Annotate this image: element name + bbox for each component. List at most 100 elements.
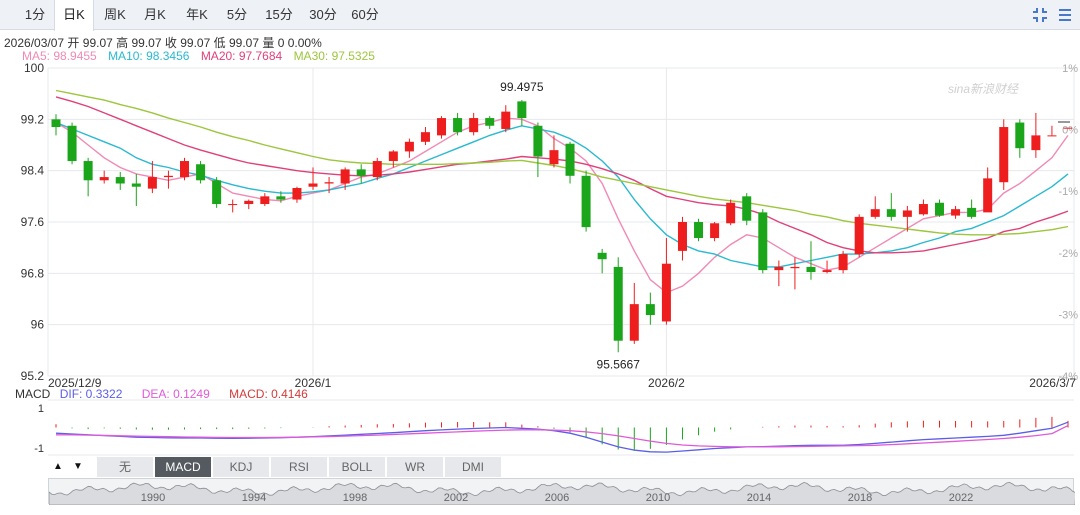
time-navigator[interactable]: 1990 1994 1998 2002 2006 2010 2014 2018 2022 [48, 478, 1075, 505]
navigator-history-area [49, 481, 1075, 505]
info-open-value: 99.07 [82, 36, 113, 50]
y-tick-label: 99.2 [21, 112, 45, 126]
info-low-value: 99.07 [228, 36, 259, 50]
tab-monthly-k[interactable]: 月K [144, 7, 166, 22]
navigator-year-label: 1998 [343, 492, 367, 504]
candle-body [677, 222, 687, 251]
y-tick-label: 95.2 [21, 369, 45, 383]
candle-body [774, 266, 784, 271]
pct-tick-label: -3% [1058, 309, 1078, 321]
candle-body [934, 202, 944, 216]
candle-body [99, 177, 109, 181]
candle-body [228, 204, 238, 206]
navigator-year-label: 1994 [242, 492, 266, 504]
pct-tick-label: -1% [1058, 186, 1078, 198]
macd-title: MACD [15, 387, 51, 401]
ma10-line [55, 121, 1069, 268]
navigator-year-label: 2002 [444, 492, 468, 504]
candle-body [533, 125, 543, 157]
info-change: 0.00% [287, 36, 322, 50]
navigator-year-label: 2018 [848, 492, 872, 504]
x-tick-label: 2026/1 [295, 376, 332, 388]
candle-body [51, 119, 61, 128]
macd-chart[interactable]: 1 -1 [0, 398, 1080, 456]
scroll-down-arrow-icon[interactable]: ▼ [73, 461, 83, 472]
expand-icon[interactable] [1030, 5, 1050, 25]
candle-body [597, 252, 607, 260]
candle-body [260, 196, 270, 205]
candle-body [918, 204, 928, 215]
candle-body [340, 169, 350, 184]
period-tab-bar: 1分 日K 周K 月K 年K 5分 15分 30分 60分 [0, 0, 1080, 31]
candle-body [115, 177, 125, 184]
y-tick-label: 96 [31, 318, 45, 332]
candle-body [822, 270, 832, 273]
y-tick-label: 97.6 [21, 215, 45, 229]
tab-weekly-k[interactable]: 周K [104, 7, 126, 22]
navigator-year-label: 1990 [141, 492, 165, 504]
candle-body [967, 207, 977, 217]
candlestick-chart[interactable]: 100 99.2 98.4 97.6 96.8 96 95.2 1% 0% -1% -2% -3% -4… [0, 60, 1080, 388]
tab-15min[interactable]: 15分 [265, 7, 293, 22]
tab-daily-k[interactable]: 日K [54, 0, 94, 31]
candle-body [356, 169, 366, 176]
candle-body [437, 118, 447, 136]
tab-5min[interactable]: 5分 [226, 7, 248, 22]
ma5-line [55, 117, 1069, 294]
candle-body [163, 175, 173, 178]
candle-body [388, 151, 398, 162]
pct-tick-label: 1% [1062, 63, 1078, 75]
candle-body [324, 182, 334, 184]
indicator-tab-wr[interactable]: WR [387, 457, 444, 477]
candle-body [292, 187, 302, 200]
tab-yearly-k[interactable]: 年K [186, 7, 208, 22]
candle-body [999, 127, 1009, 183]
y-tick-label: 100 [24, 61, 44, 75]
info-volume-value: 0 [277, 36, 285, 50]
pct-tick-label: 0% [1062, 125, 1078, 137]
info-open-label: 开 [67, 36, 80, 50]
candle-body [244, 200, 254, 205]
tab-60min[interactable]: 60分 [351, 7, 379, 22]
candle-body [790, 266, 800, 269]
ma30-line [55, 89, 1069, 236]
candle-body [902, 210, 912, 217]
scroll-up-arrow-icon[interactable]: ▲ [53, 461, 63, 472]
indicator-tab-kdj[interactable]: KDJ [213, 457, 270, 477]
ma20-line [55, 96, 1069, 254]
candle-body [838, 254, 848, 271]
indicator-tab-macd[interactable]: MACD [155, 457, 212, 477]
indicator-tab-boll[interactable]: BOLL [329, 457, 386, 477]
tab-30min[interactable]: 30分 [309, 7, 337, 22]
indicator-tab-dmi[interactable]: DMI [445, 457, 502, 477]
navigator-year-label: 2010 [646, 492, 670, 504]
candle-body [308, 183, 318, 187]
candle-body [1031, 135, 1041, 151]
candle-body [1015, 122, 1025, 149]
candle-body [276, 196, 286, 200]
info-high-value: 99.07 [131, 36, 162, 50]
candle-body [726, 202, 736, 224]
candle-body [501, 111, 511, 129]
ma5-legend: MA5: 98.9455 [22, 49, 97, 63]
candle-body [645, 304, 655, 316]
ma30-legend: MA30: 97.5325 [293, 49, 375, 63]
x-tick-label: 2026/2 [648, 376, 685, 388]
candle-body [710, 223, 720, 239]
candle-body [742, 196, 752, 221]
high-price-label: 99.4975 [500, 80, 544, 94]
dea-line [55, 425, 1069, 448]
candle-body [951, 209, 961, 216]
y-tick-label: 98.4 [21, 164, 45, 178]
candle-body [83, 161, 93, 181]
candle-body [131, 183, 141, 187]
candle-body [886, 209, 896, 217]
tab-1min[interactable]: 1分 [24, 7, 46, 22]
indicator-tab-none[interactable]: 无 [97, 457, 154, 477]
info-low-label: 低 [213, 36, 226, 50]
menu-icon[interactable] [1056, 5, 1074, 25]
macd-tick-neg1: -1 [34, 443, 44, 455]
candle-body [565, 143, 575, 176]
y-tick-label: 96.8 [21, 266, 45, 280]
indicator-tab-rsi[interactable]: RSI [271, 457, 328, 477]
